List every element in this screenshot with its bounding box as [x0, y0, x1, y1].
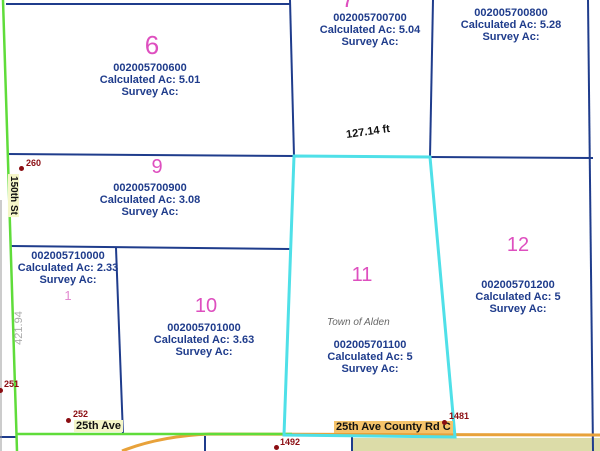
- parcel-number: 1: [64, 288, 72, 303]
- parcel-id: 002005701000: [167, 322, 241, 334]
- parcel-id: 002005700700: [333, 12, 407, 24]
- road-label-25th-ave: 25th Ave: [74, 420, 124, 432]
- calculated-acres: Calculated Ac: 2.33: [17, 262, 119, 274]
- survey-acres: Survey Ac:: [121, 206, 179, 218]
- measurement-label: 421.94: [12, 311, 25, 345]
- parcel-boundary: [587, 0, 594, 451]
- parcel-label[interactable]: 002005700900 Calculated Ac: 3.08 Survey Ac…: [100, 182, 200, 218]
- road-label-150th-st: 150th St: [7, 174, 19, 217]
- parcel-label[interactable]: 002005710000 Calculated Ac: 2.33 Survey Ac…: [18, 250, 118, 286]
- parcel-boundary: [10, 245, 291, 250]
- parcel-id: 002005700900: [113, 182, 187, 194]
- parcel-label[interactable]: 002005701100 Calculated Ac: 5 Survey Ac:: [327, 339, 412, 375]
- address-label: 260: [26, 158, 42, 168]
- survey-acres: Survey Ac:: [341, 36, 399, 48]
- parcel-number: 10: [194, 295, 218, 317]
- parcel-label[interactable]: 002005700700 Calculated Ac: 5.04 Survey Ac…: [320, 12, 420, 48]
- survey-acres: Survey Ac:: [39, 274, 97, 286]
- address-point[interactable]: [66, 418, 71, 423]
- parcel-label[interactable]: 002005700800 Calculated Ac: 5.28 Survey Ac…: [461, 7, 561, 43]
- address-point[interactable]: [0, 388, 3, 393]
- parcel-boundary: [429, 0, 434, 158]
- survey-acres: Survey Ac:: [489, 303, 547, 315]
- parcel-number: 9: [151, 156, 163, 178]
- calculated-acres: Calculated Ac: 5.28: [460, 19, 562, 31]
- calculated-acres: Calculated Ac: 3.08: [99, 194, 201, 206]
- calculated-acres: Calculated Ac: 5: [327, 351, 413, 363]
- address-point[interactable]: [19, 166, 24, 171]
- adjacent-parcel-fill: [352, 438, 600, 451]
- calculated-acres: Calculated Ac: 5.04: [319, 24, 421, 36]
- parcel-id: 002005701200: [481, 279, 555, 291]
- parcel-number: 6: [144, 30, 160, 60]
- parcel-label[interactable]: 002005701200 Calculated Ac: 5 Survey Ac:: [475, 279, 560, 315]
- parcel-id: 002005700800: [474, 7, 548, 19]
- address-label: 1481: [449, 411, 470, 421]
- address-label: 251: [4, 379, 20, 389]
- parcel-boundary: [115, 247, 124, 436]
- survey-acres: Survey Ac:: [482, 31, 540, 43]
- calculated-acres: Calculated Ac: 3.63: [153, 334, 255, 346]
- address-label: 1492: [280, 437, 301, 447]
- survey-acres: Survey Ac:: [341, 363, 399, 375]
- parcel-number: 7: [341, 0, 354, 14]
- parcel-label[interactable]: 002005701000 Calculated Ac: 3.63 Survey Ac…: [154, 322, 254, 358]
- road-label-county-rd-c: 25th Ave County Rd C: [334, 421, 453, 433]
- survey-acres: Survey Ac:: [175, 346, 233, 358]
- survey-acres: Survey Ac:: [121, 86, 179, 98]
- selected-parcel-outline: [282, 154, 457, 439]
- calculated-acres: Calculated Ac: 5.01: [99, 74, 201, 86]
- parcel-number: 12: [506, 234, 530, 256]
- address-point[interactable]: [274, 445, 279, 450]
- parcel-boundary: [6, 153, 295, 157]
- parcel-number: 11: [351, 264, 373, 286]
- calculated-acres: Calculated Ac: 5: [475, 291, 561, 303]
- parcel-boundary: [289, 0, 295, 157]
- parcel-boundary: [429, 156, 594, 159]
- 150th-st-line: [1, 0, 19, 451]
- parcel-id: 002005710000: [31, 250, 105, 262]
- parcel-id: 002005701100: [333, 339, 407, 351]
- parcel-label[interactable]: 002005700600 Calculated Ac: 5.01 Survey Ac…: [100, 62, 200, 98]
- address-label: 252: [73, 409, 89, 419]
- town-label: Town of Alden: [327, 317, 390, 328]
- parcel-id: 002005700600: [113, 62, 187, 74]
- address-point[interactable]: [442, 420, 447, 425]
